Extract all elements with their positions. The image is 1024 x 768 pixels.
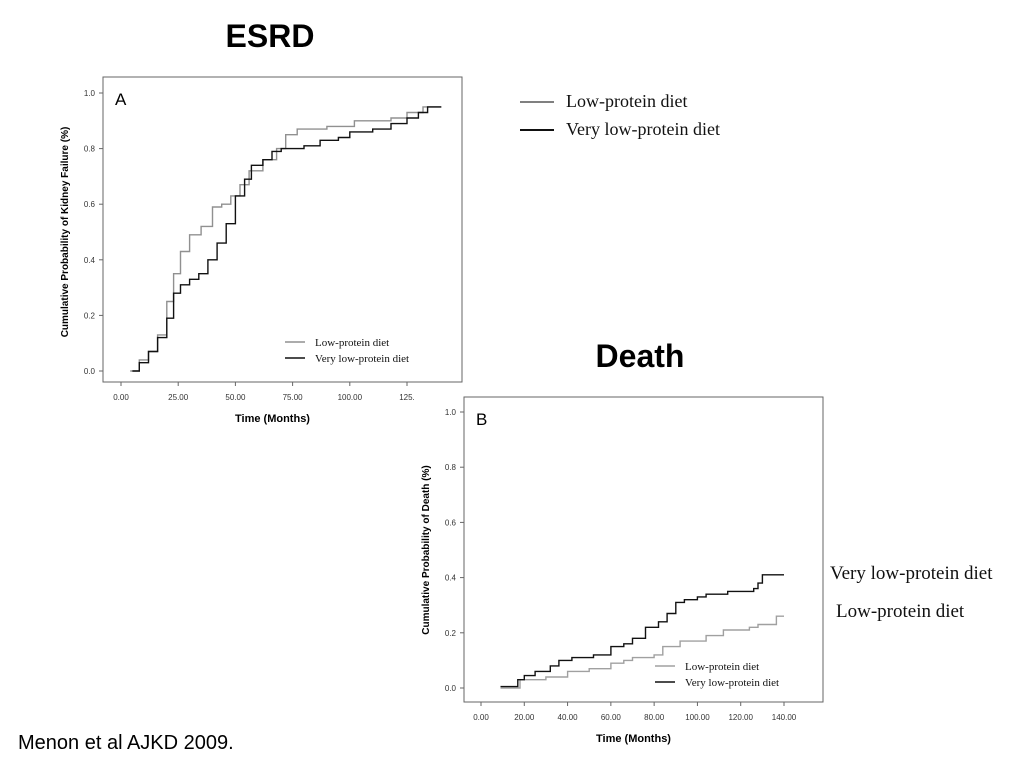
legend-line-gray bbox=[520, 100, 554, 103]
x-tick-label: 0.00 bbox=[473, 713, 489, 722]
x-axis-label: Time (Months) bbox=[596, 733, 671, 745]
series-line-very-low-protein bbox=[500, 574, 784, 688]
legend-label: Very low-protein diet bbox=[685, 677, 779, 689]
x-tick-label: 100.00 bbox=[338, 393, 363, 402]
y-tick-label: 1.0 bbox=[84, 89, 96, 98]
slide-legend-very-low-protein: Very low-protein diet bbox=[520, 119, 720, 140]
y-tick-label: 0.2 bbox=[84, 311, 96, 320]
plot-frame bbox=[102, 76, 463, 383]
legend-line-black bbox=[520, 128, 554, 131]
x-tick-label: 140.00 bbox=[772, 713, 797, 722]
y-tick-label: 1.0 bbox=[445, 408, 457, 417]
y-axis-label: Cumulative Probability of Death (%) bbox=[421, 465, 432, 634]
y-axis-label: Cumulative Probability of Kidney Failure… bbox=[60, 127, 71, 338]
x-tick-label: 75.00 bbox=[283, 393, 304, 402]
x-tick-label: 0.00 bbox=[113, 393, 129, 402]
series-line-very-low-protein bbox=[132, 106, 442, 372]
y-tick-label: 0.8 bbox=[445, 463, 457, 472]
chart-A: 0.0 0.2 0.4 0.6 0.8 1.0 0.00 25.00 50.00 75.00 100… bbox=[60, 70, 470, 430]
x-tick-label: 40.00 bbox=[558, 713, 579, 722]
side-label-very-low-protein: Very low-protein diet bbox=[830, 563, 993, 584]
x-tick-label: 120.00 bbox=[728, 713, 753, 722]
x-tick-label: 25.00 bbox=[168, 393, 189, 402]
chart-background bbox=[60, 70, 470, 430]
y-tick-label: 0.8 bbox=[84, 145, 96, 154]
x-tick-label: 100.00 bbox=[685, 713, 710, 722]
legend-label: Low-protein diet bbox=[685, 661, 759, 673]
y-tick-label: 0.4 bbox=[84, 256, 96, 265]
x-tick-label: 50.00 bbox=[225, 393, 246, 402]
y-tick-label: 0.2 bbox=[445, 629, 457, 638]
panel-label: A bbox=[115, 90, 127, 109]
chart-background bbox=[420, 392, 830, 752]
x-tick-label: 20.00 bbox=[514, 713, 535, 722]
y-tick-label: 0.0 bbox=[445, 684, 457, 693]
x-axis-label: Time (Months) bbox=[235, 413, 310, 425]
legend-label: Very low-protein diet bbox=[566, 119, 720, 139]
panel-label: B bbox=[476, 410, 487, 429]
x-tick-label: 80.00 bbox=[644, 713, 665, 722]
death-title: Death bbox=[595, 338, 685, 374]
legend-label: Low-protein diet bbox=[315, 337, 389, 349]
y-tick-label: 0.6 bbox=[445, 518, 457, 527]
y-tick-label: 0.6 bbox=[84, 200, 96, 209]
esrd-title: ESRD bbox=[225, 18, 315, 54]
legend-label: Low-protein diet bbox=[566, 91, 688, 111]
x-tick-label: 60.00 bbox=[601, 713, 622, 722]
side-label-low-protein: Low-protein diet bbox=[836, 601, 965, 622]
x-tick-label: 125. bbox=[399, 393, 415, 402]
plot-frame bbox=[463, 396, 824, 703]
y-tick-label: 0.0 bbox=[84, 367, 96, 376]
slide-legend-low-protein: Low-protein diet bbox=[520, 91, 687, 112]
legend-label: Very low-protein diet bbox=[315, 353, 409, 365]
series-line-low-protein bbox=[500, 615, 784, 689]
citation: Menon et al AJKD 2009. bbox=[18, 732, 234, 754]
y-tick-label: 0.4 bbox=[445, 574, 457, 583]
chart-B: 0.0 0.2 0.4 0.6 0.8 1.0 0.00 20.00 40.00 60.00 80.… bbox=[420, 392, 830, 752]
